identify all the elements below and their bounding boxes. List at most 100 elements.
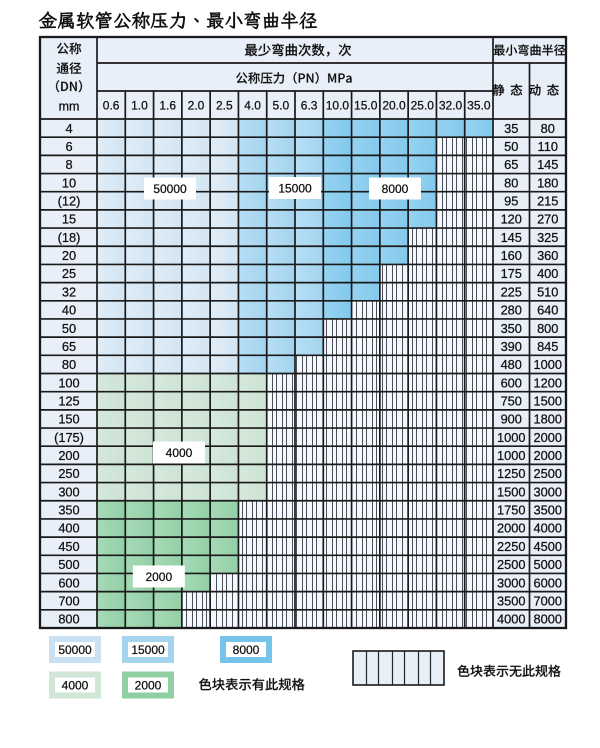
svg-text:600: 600 bbox=[501, 375, 522, 390]
svg-text:0.6: 0.6 bbox=[103, 99, 120, 113]
svg-text:6000: 6000 bbox=[534, 575, 562, 590]
svg-text:1.6: 1.6 bbox=[159, 99, 176, 113]
svg-text:270: 270 bbox=[537, 212, 558, 227]
svg-text:50: 50 bbox=[504, 139, 518, 154]
svg-text:1500: 1500 bbox=[534, 393, 562, 408]
svg-text:3500: 3500 bbox=[534, 503, 562, 518]
svg-text:200: 200 bbox=[58, 448, 79, 463]
svg-text:400: 400 bbox=[58, 521, 79, 536]
svg-text:145: 145 bbox=[537, 157, 558, 172]
svg-text:65: 65 bbox=[504, 157, 518, 172]
svg-text:15000: 15000 bbox=[278, 181, 312, 195]
svg-text:1750: 1750 bbox=[497, 503, 525, 518]
svg-text:125: 125 bbox=[58, 393, 79, 408]
svg-text:390: 390 bbox=[501, 339, 522, 354]
svg-text:40: 40 bbox=[62, 303, 76, 318]
svg-text:35: 35 bbox=[504, 121, 518, 136]
svg-text:280: 280 bbox=[501, 303, 522, 318]
svg-text:8: 8 bbox=[65, 157, 72, 172]
svg-text:20.0: 20.0 bbox=[382, 99, 406, 113]
svg-text:800: 800 bbox=[58, 612, 79, 627]
svg-text:5.0: 5.0 bbox=[273, 99, 290, 113]
svg-text:600: 600 bbox=[58, 575, 79, 590]
svg-text:4000: 4000 bbox=[497, 612, 525, 627]
svg-text:4500: 4500 bbox=[534, 539, 562, 554]
svg-text:180: 180 bbox=[537, 175, 558, 190]
svg-text:1250: 1250 bbox=[497, 466, 525, 481]
svg-text:400: 400 bbox=[537, 266, 558, 281]
svg-text:3500: 3500 bbox=[497, 593, 525, 608]
svg-text:250: 250 bbox=[58, 466, 79, 481]
svg-text:2.5: 2.5 bbox=[216, 99, 233, 113]
svg-text:845: 845 bbox=[537, 339, 558, 354]
svg-text:1000: 1000 bbox=[497, 430, 525, 445]
svg-text:95: 95 bbox=[504, 194, 518, 209]
svg-text:2000: 2000 bbox=[135, 678, 162, 692]
svg-text:4000: 4000 bbox=[62, 678, 89, 692]
svg-text:50000: 50000 bbox=[58, 643, 92, 657]
svg-text:160: 160 bbox=[501, 248, 522, 263]
svg-text:3000: 3000 bbox=[497, 575, 525, 590]
svg-text:480: 480 bbox=[501, 357, 522, 372]
svg-text:2000: 2000 bbox=[145, 570, 172, 584]
svg-text:450: 450 bbox=[58, 539, 79, 554]
svg-text:2000: 2000 bbox=[497, 521, 525, 536]
svg-text:80: 80 bbox=[504, 175, 518, 190]
svg-text:110: 110 bbox=[538, 139, 558, 154]
svg-text:20: 20 bbox=[62, 248, 76, 263]
svg-text:80: 80 bbox=[62, 357, 76, 372]
svg-text:2250: 2250 bbox=[497, 539, 525, 554]
svg-text:750: 750 bbox=[501, 393, 522, 408]
svg-text:50000: 50000 bbox=[153, 182, 187, 196]
svg-text:350: 350 bbox=[501, 321, 522, 336]
svg-text:1800: 1800 bbox=[534, 412, 562, 427]
svg-text:500: 500 bbox=[58, 557, 79, 572]
svg-text:32: 32 bbox=[62, 284, 76, 299]
svg-text:145: 145 bbox=[501, 230, 522, 245]
svg-text:10.0: 10.0 bbox=[326, 99, 350, 113]
svg-text:215: 215 bbox=[537, 194, 558, 209]
svg-text:3000: 3000 bbox=[534, 484, 562, 499]
svg-text:15.0: 15.0 bbox=[354, 99, 378, 113]
svg-text:800: 800 bbox=[537, 321, 558, 336]
svg-text:6: 6 bbox=[65, 139, 72, 154]
svg-text:65: 65 bbox=[62, 339, 76, 354]
svg-text:15: 15 bbox=[62, 212, 76, 227]
svg-text:8000: 8000 bbox=[233, 643, 260, 657]
svg-text:25: 25 bbox=[62, 266, 76, 281]
svg-text:4: 4 bbox=[65, 121, 72, 136]
svg-text:25.0: 25.0 bbox=[411, 99, 435, 113]
svg-text:1000: 1000 bbox=[534, 357, 562, 372]
svg-text:mm: mm bbox=[59, 99, 80, 113]
svg-text:4000: 4000 bbox=[166, 446, 193, 460]
svg-text:1.0: 1.0 bbox=[131, 99, 148, 113]
svg-text:80: 80 bbox=[541, 121, 555, 136]
svg-text:360: 360 bbox=[537, 248, 558, 263]
svg-text:175: 175 bbox=[501, 266, 522, 281]
svg-text:4000: 4000 bbox=[534, 521, 562, 536]
svg-text:10: 10 bbox=[62, 175, 76, 190]
svg-text:225: 225 bbox=[501, 284, 522, 299]
svg-text:2500: 2500 bbox=[534, 466, 562, 481]
svg-text:7000: 7000 bbox=[534, 593, 562, 608]
svg-text:300: 300 bbox=[58, 484, 79, 499]
svg-text:100: 100 bbox=[58, 375, 79, 390]
svg-text:5000: 5000 bbox=[534, 557, 562, 572]
svg-text:50: 50 bbox=[62, 321, 76, 336]
svg-text:2500: 2500 bbox=[497, 557, 525, 572]
svg-text:700: 700 bbox=[58, 593, 79, 608]
svg-text:120: 120 bbox=[501, 212, 522, 227]
svg-text:2000: 2000 bbox=[534, 448, 562, 463]
svg-text:2.0: 2.0 bbox=[188, 99, 205, 113]
svg-text:(175): (175) bbox=[54, 430, 84, 445]
svg-text:325: 325 bbox=[537, 230, 558, 245]
svg-text:640: 640 bbox=[537, 303, 558, 318]
svg-text:150: 150 bbox=[58, 412, 79, 427]
svg-text:6.3: 6.3 bbox=[301, 99, 318, 113]
svg-text:1500: 1500 bbox=[497, 484, 525, 499]
svg-text:(12): (12) bbox=[58, 194, 81, 209]
svg-text:32.0: 32.0 bbox=[439, 99, 463, 113]
svg-text:35.0: 35.0 bbox=[467, 99, 491, 113]
svg-text:2000: 2000 bbox=[534, 430, 562, 445]
svg-text:(18): (18) bbox=[58, 230, 81, 245]
